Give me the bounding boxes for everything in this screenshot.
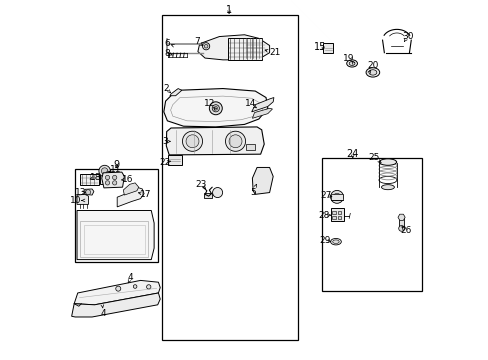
Polygon shape xyxy=(252,167,273,194)
Polygon shape xyxy=(104,171,112,176)
Text: 11: 11 xyxy=(110,166,122,175)
Text: 7: 7 xyxy=(194,37,199,46)
Polygon shape xyxy=(117,187,144,207)
Text: 12: 12 xyxy=(203,99,215,108)
Text: 14: 14 xyxy=(245,99,256,108)
Text: 17: 17 xyxy=(140,190,151,199)
Bar xyxy=(332,216,335,220)
Ellipse shape xyxy=(368,70,376,75)
Bar xyxy=(80,221,148,257)
Ellipse shape xyxy=(330,238,341,245)
Text: 9: 9 xyxy=(113,160,119,170)
Text: 19: 19 xyxy=(342,54,353,63)
Circle shape xyxy=(101,168,108,174)
Bar xyxy=(337,216,341,220)
Bar xyxy=(75,169,158,262)
Circle shape xyxy=(204,44,207,48)
Text: 4: 4 xyxy=(101,309,106,318)
Bar xyxy=(323,42,333,53)
Circle shape xyxy=(99,165,110,177)
Circle shape xyxy=(209,102,222,115)
Text: 10: 10 xyxy=(70,196,81,205)
Bar xyxy=(204,193,211,198)
Polygon shape xyxy=(123,183,139,195)
Circle shape xyxy=(398,226,404,231)
Text: 13: 13 xyxy=(74,188,86,197)
Polygon shape xyxy=(77,211,154,260)
Circle shape xyxy=(330,190,343,203)
Circle shape xyxy=(85,190,90,195)
Polygon shape xyxy=(85,189,94,195)
Bar xyxy=(330,194,342,200)
Circle shape xyxy=(112,175,117,180)
Circle shape xyxy=(202,42,209,50)
Circle shape xyxy=(228,135,242,148)
Circle shape xyxy=(146,285,151,289)
Text: 24: 24 xyxy=(346,149,358,159)
Text: 16: 16 xyxy=(122,175,133,184)
Polygon shape xyxy=(397,214,405,220)
Bar xyxy=(246,144,255,150)
Text: 4: 4 xyxy=(128,273,133,282)
Text: 25: 25 xyxy=(368,153,379,162)
Circle shape xyxy=(105,181,109,185)
Bar xyxy=(398,217,404,226)
Bar xyxy=(100,173,109,184)
Polygon shape xyxy=(169,89,182,96)
Circle shape xyxy=(105,175,109,180)
Text: 1: 1 xyxy=(225,5,232,15)
Polygon shape xyxy=(74,280,160,305)
Circle shape xyxy=(333,193,340,201)
Bar xyxy=(83,225,144,253)
Text: 21: 21 xyxy=(269,48,280,57)
Text: 5: 5 xyxy=(250,188,255,197)
Circle shape xyxy=(185,135,199,148)
Text: 29: 29 xyxy=(319,237,330,246)
Circle shape xyxy=(225,131,245,151)
Bar xyxy=(330,208,344,221)
Polygon shape xyxy=(102,172,124,188)
Ellipse shape xyxy=(366,68,379,77)
Text: 23: 23 xyxy=(195,180,206,189)
Text: 8: 8 xyxy=(164,49,169,58)
Polygon shape xyxy=(251,98,273,112)
Text: 3: 3 xyxy=(162,137,167,146)
Circle shape xyxy=(214,107,217,110)
Ellipse shape xyxy=(332,240,339,243)
Circle shape xyxy=(182,131,202,151)
Text: 30: 30 xyxy=(401,32,412,41)
Ellipse shape xyxy=(346,60,357,67)
Bar xyxy=(80,174,99,185)
Polygon shape xyxy=(72,293,160,317)
Circle shape xyxy=(212,188,222,198)
Text: 22: 22 xyxy=(159,158,170,167)
Text: 2: 2 xyxy=(163,84,169,93)
Bar xyxy=(162,15,298,339)
Text: 15: 15 xyxy=(313,42,325,52)
Bar xyxy=(337,211,341,215)
Bar xyxy=(332,211,335,215)
Text: 28: 28 xyxy=(318,211,329,220)
Ellipse shape xyxy=(381,185,394,190)
Circle shape xyxy=(133,285,137,288)
Polygon shape xyxy=(77,194,88,204)
Bar xyxy=(168,154,182,165)
Bar xyxy=(321,158,421,291)
Circle shape xyxy=(212,105,219,112)
Polygon shape xyxy=(252,108,272,118)
Ellipse shape xyxy=(348,62,354,66)
Circle shape xyxy=(116,286,121,291)
Ellipse shape xyxy=(379,159,396,165)
Text: 18: 18 xyxy=(90,173,101,182)
Text: 27: 27 xyxy=(320,190,331,199)
Bar xyxy=(228,38,262,59)
Text: 26: 26 xyxy=(399,226,411,235)
Polygon shape xyxy=(198,35,269,60)
Polygon shape xyxy=(166,127,264,155)
Text: 6: 6 xyxy=(164,39,169,48)
Text: 20: 20 xyxy=(366,61,378,70)
Polygon shape xyxy=(163,89,267,127)
Circle shape xyxy=(112,181,117,185)
